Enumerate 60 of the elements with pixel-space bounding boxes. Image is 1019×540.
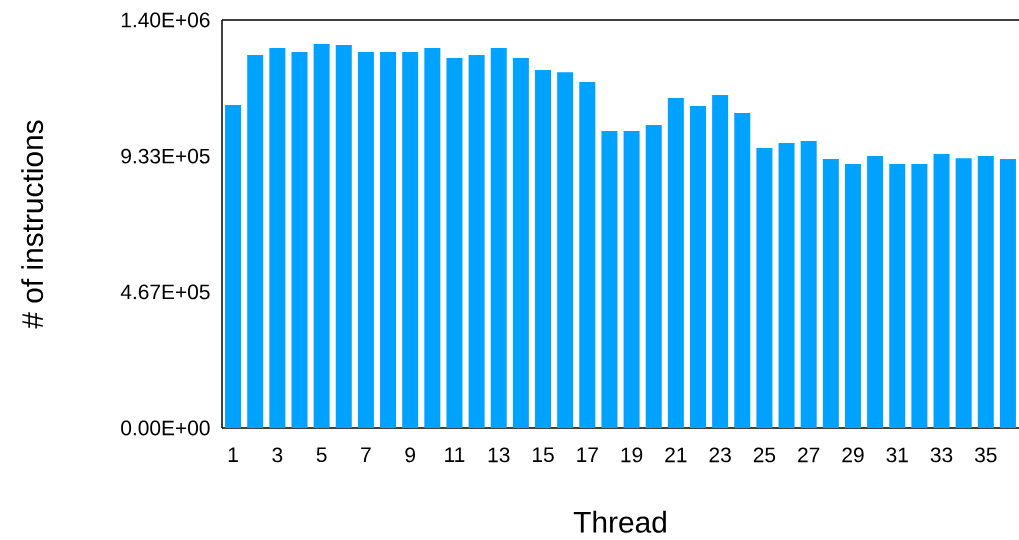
bar: [800, 140, 817, 428]
x-tick-label: 35: [974, 447, 997, 463]
bar: [933, 154, 950, 428]
bar: [535, 70, 552, 428]
bar: [291, 52, 308, 428]
x-tick-label: 3: [272, 447, 283, 463]
bar: [579, 82, 596, 428]
x-tick-label: 27: [798, 447, 820, 463]
x-tick-label: 5: [316, 447, 327, 463]
x-tick-label: 31: [886, 447, 908, 463]
x-tick-label: 7: [361, 447, 371, 462]
bar: [911, 163, 928, 428]
bar: [645, 124, 662, 428]
x-tick-label: 11: [445, 447, 465, 462]
bar: [734, 112, 751, 428]
bar: [468, 54, 485, 428]
bar: [844, 163, 861, 428]
x-axis-title: Thread: [573, 510, 666, 533]
bar: [380, 52, 397, 428]
y-tick-label: 0.00E+00: [121, 420, 210, 436]
bar: [712, 94, 729, 428]
x-tick-label: 23: [709, 447, 731, 463]
bar: [269, 47, 286, 428]
bar: [822, 159, 839, 428]
x-tick-label: 19: [621, 447, 643, 463]
y-tick-label: 9.33E+05: [121, 148, 210, 164]
bar: [335, 45, 352, 428]
bar: [446, 57, 463, 428]
bar: [977, 156, 994, 428]
bar: [402, 52, 419, 428]
x-tick-label: 17: [577, 447, 598, 462]
bar: [778, 142, 795, 428]
bar: [867, 156, 884, 428]
bar: [601, 131, 618, 428]
bar: [889, 163, 906, 428]
y-axis-title: # of instructions: [21, 120, 44, 329]
bar: [225, 105, 242, 428]
x-tick-label: 1: [228, 447, 238, 462]
x-tick-label: 21: [665, 447, 687, 463]
bar: [999, 159, 1016, 428]
bar: [247, 54, 264, 428]
bar: [623, 131, 640, 428]
bar: [357, 52, 374, 428]
bar: [756, 147, 773, 428]
x-tick-label: 9: [405, 447, 416, 463]
x-tick-label: 33: [930, 447, 953, 463]
bar: [689, 105, 706, 428]
bar: [955, 158, 972, 428]
y-tick-label: 4.67E+05: [120, 284, 210, 300]
y-tick-label: 1.40E+06: [121, 12, 210, 28]
bar: [313, 43, 330, 428]
bar: [424, 47, 441, 428]
x-tick-label: 29: [842, 447, 864, 463]
x-tick-label: 15: [532, 447, 554, 463]
bar: [512, 57, 529, 428]
x-tick-label: 13: [488, 447, 510, 463]
bar: [490, 47, 507, 428]
bar: [557, 72, 574, 428]
x-tick-label: 25: [753, 447, 776, 463]
bar: [667, 98, 684, 428]
